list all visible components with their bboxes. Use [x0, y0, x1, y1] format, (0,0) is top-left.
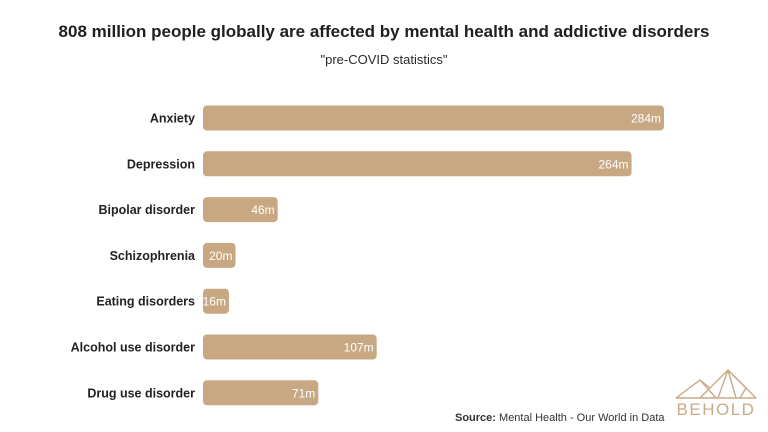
category-label: Schizophrenia	[110, 249, 196, 263]
value-label: 16m	[203, 295, 226, 309]
value-label: 46m	[251, 203, 274, 217]
category-label: Eating disorders	[96, 295, 195, 309]
value-label: 264m	[599, 157, 629, 171]
chart-title: 808 million people globally are affected…	[58, 22, 710, 41]
source-text: Mental Health - Our World in Data	[499, 412, 665, 424]
bar-anxiety	[203, 105, 664, 131]
source-label: Source:	[455, 412, 496, 424]
bar-bipolar-disorder	[203, 197, 278, 223]
category-label: Alcohol use disorder	[71, 341, 195, 355]
logo-text: BEHOLD	[676, 400, 756, 419]
bar-schizophrenia	[203, 242, 236, 268]
value-label: 107m	[344, 341, 374, 355]
value-label: 71m	[292, 386, 315, 400]
mountain-logo-icon	[675, 369, 757, 399]
bar-drug-use-disorder	[203, 380, 319, 406]
behold-logo: BEHOLD	[670, 366, 762, 422]
bar-depression	[203, 151, 632, 177]
category-label: Depression	[127, 157, 195, 171]
value-label: 284m	[631, 112, 661, 126]
category-label: Bipolar disorder	[98, 203, 195, 217]
category-label: Anxiety	[150, 112, 195, 126]
source-note: Source: Mental Health - Our World in Dat…	[455, 412, 665, 424]
category-label: Drug use disorder	[87, 386, 195, 400]
bar-eating-disorders	[203, 288, 229, 314]
bar-alcohol-use-disorder	[203, 334, 377, 360]
chart-subtitle: "pre-COVID statistics"	[320, 52, 448, 67]
value-label: 20m	[209, 249, 232, 263]
